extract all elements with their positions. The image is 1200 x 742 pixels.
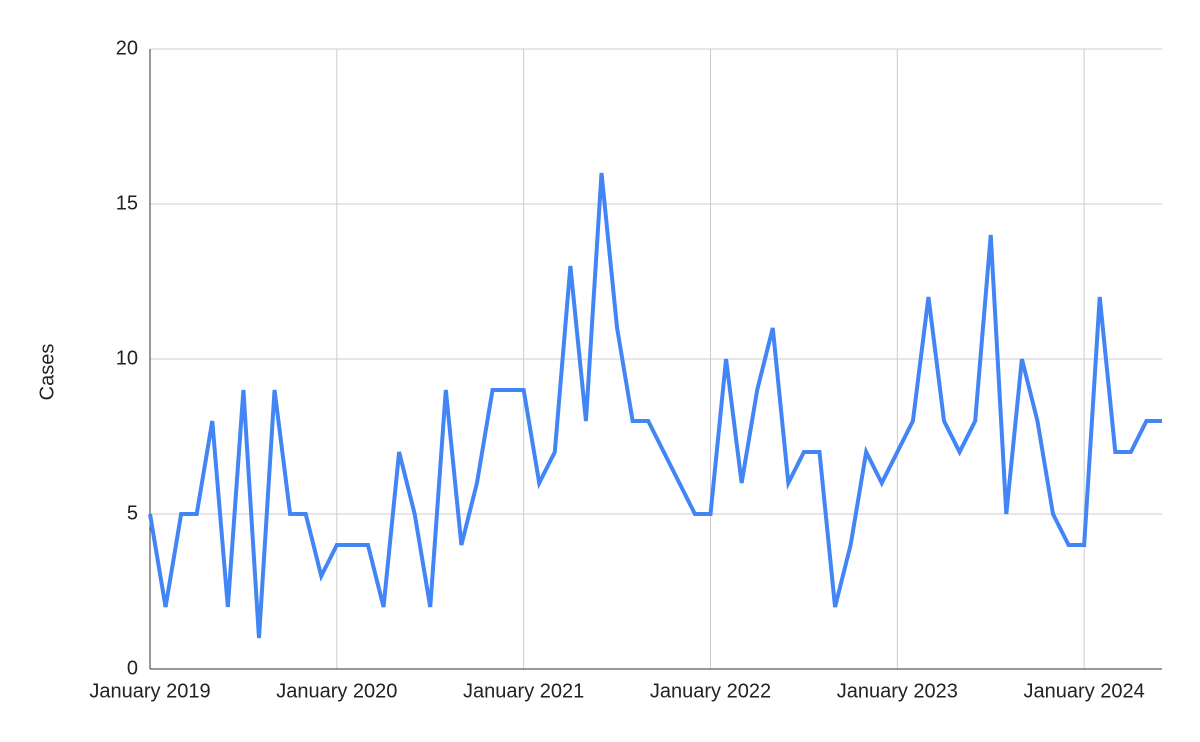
y-tick-label: 0 [127, 657, 138, 679]
y-tick-label: 5 [127, 502, 138, 524]
y-tick-label: 15 [116, 192, 138, 214]
x-tick-label: January 2019 [89, 680, 210, 702]
y-axis-label: Cases [36, 344, 58, 401]
x-tick-label: January 2021 [463, 680, 584, 702]
y-tick-label: 20 [116, 37, 138, 59]
x-tick-label: January 2023 [837, 680, 958, 702]
x-tick-label: January 2022 [650, 680, 771, 702]
data-line [148, 172, 1162, 639]
x-tick-label: January 2020 [276, 680, 397, 702]
x-tick-label: January 2024 [1024, 680, 1145, 702]
y-tick-label: 10 [116, 347, 138, 369]
